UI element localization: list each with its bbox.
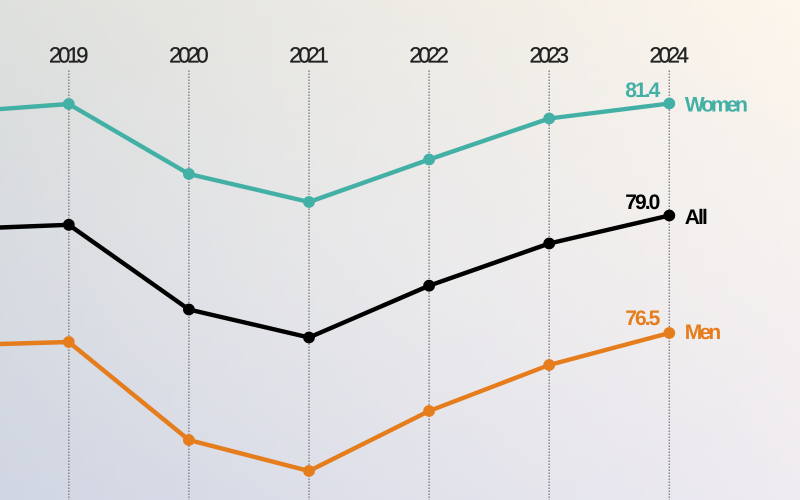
svg-text:81.4: 81.4 — [625, 79, 660, 102]
svg-text:2023: 2023 — [529, 43, 569, 68]
svg-text:All: All — [685, 206, 708, 229]
svg-text:79.0: 79.0 — [625, 191, 660, 214]
svg-text:2021: 2021 — [289, 43, 329, 68]
svg-text:2022: 2022 — [409, 43, 449, 68]
svg-text:2024: 2024 — [650, 43, 690, 68]
svg-text:Men: Men — [685, 321, 722, 344]
svg-text:76.5: 76.5 — [625, 307, 660, 330]
svg-text:2019: 2019 — [49, 43, 89, 68]
svg-text:Women: Women — [685, 93, 748, 116]
svg-text:2020: 2020 — [169, 43, 209, 68]
